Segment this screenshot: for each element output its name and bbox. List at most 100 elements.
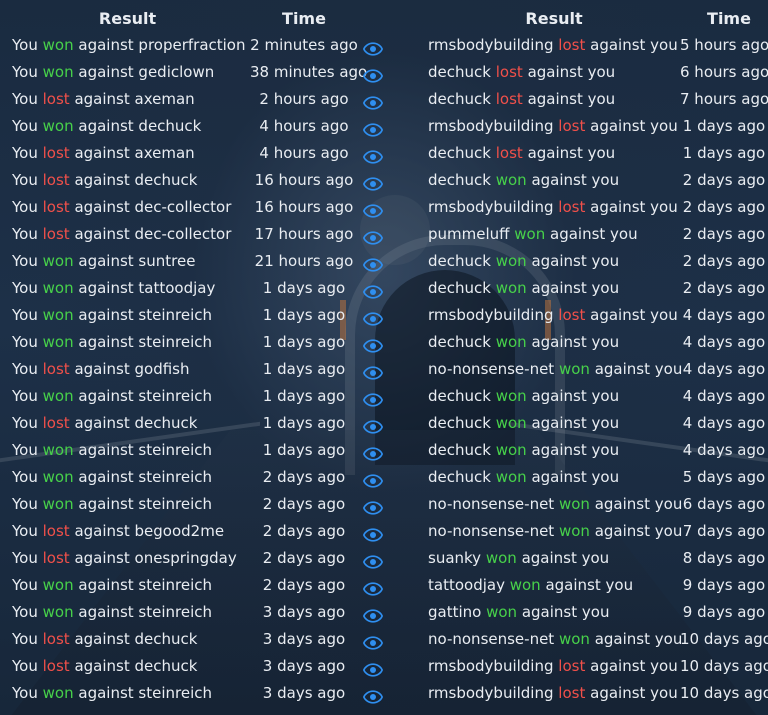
right-result: dechuck won against you [428, 437, 619, 464]
left-opponent: against dechuck [74, 630, 198, 648]
right-outcome: won [495, 333, 527, 351]
left-outcome: lost [42, 90, 70, 108]
right-suffix: against you [531, 252, 620, 270]
left-time: 3 days ago [262, 630, 346, 648]
eye-icon[interactable] [362, 464, 384, 491]
table-row: You won against gediclown 38 minutes ago d… [0, 59, 768, 86]
eye-icon[interactable] [362, 383, 384, 410]
left-outcome: lost [42, 198, 70, 216]
right-suffix: against you [531, 468, 620, 486]
eye-icon[interactable] [362, 32, 384, 59]
table-row: You lost against dechuck 16 hours ago dech… [0, 167, 768, 194]
left-outcome: lost [42, 414, 70, 432]
left-result: You lost against begood2me [12, 518, 224, 545]
eye-icon[interactable] [362, 302, 384, 329]
left-opponent: against tattoodjay [78, 279, 216, 297]
eye-icon[interactable] [362, 329, 384, 356]
table-row: You won against steinreich 1 days ago rmsb… [0, 302, 768, 329]
left-result: You lost against axeman [12, 86, 195, 113]
eye-icon[interactable] [362, 599, 384, 626]
right-outcome: lost [558, 684, 586, 702]
eye-icon[interactable] [362, 437, 384, 464]
right-time: 4 days ago [682, 387, 766, 405]
eye-icon[interactable] [362, 140, 384, 167]
right-time: 2 days ago [682, 225, 766, 243]
right-suffix: against you [594, 495, 683, 513]
left-time: 38 minutes ago [250, 63, 368, 81]
right-player: no-nonsense-net [428, 522, 555, 540]
right-player: no-nonsense-net [428, 495, 555, 513]
table-row: You won against steinreich 2 days ago no-n… [0, 491, 768, 518]
right-suffix: against you [590, 36, 678, 54]
right-suffix: against you [531, 441, 620, 459]
right-result: no-nonsense-net won against you [428, 491, 682, 518]
left-outcome: won [42, 495, 74, 513]
right-outcome: lost [495, 63, 523, 81]
right-outcome: won [485, 549, 517, 567]
right-player: tattoodjay [428, 576, 505, 594]
left-opponent: against dec-collector [74, 198, 232, 216]
eye-icon[interactable] [362, 113, 384, 140]
left-time: 16 hours ago [254, 171, 354, 189]
right-outcome: won [495, 441, 527, 459]
right-time: 2 days ago [682, 198, 766, 216]
table-row: You lost against begood2me 2 days ago no-n… [0, 518, 768, 545]
left-opponent: against steinreich [78, 441, 213, 459]
right-result: dechuck won against you [428, 383, 619, 410]
right-result: no-nonsense-net won against you [428, 356, 682, 383]
right-suffix: against you [590, 306, 678, 324]
table-row: You lost against dechuck 3 days ago rmsbod… [0, 653, 768, 680]
right-outcome: won [495, 252, 527, 270]
right-outcome: won [558, 522, 590, 540]
left-opponent: against dechuck [74, 171, 198, 189]
eye-icon[interactable] [362, 410, 384, 437]
right-outcome: lost [495, 144, 523, 162]
right-player: dechuck [428, 90, 491, 108]
eye-icon[interactable] [362, 680, 384, 707]
left-result: You won against steinreich [12, 383, 212, 410]
right-time: 5 hours ago [680, 36, 768, 54]
right-result: dechuck won against you [428, 248, 619, 275]
left-result: You won against steinreich [12, 329, 212, 356]
eye-icon[interactable] [362, 491, 384, 518]
right-player: pummeluff [428, 225, 510, 243]
eye-icon[interactable] [362, 626, 384, 653]
table-row: You won against steinreich 1 days ago dech… [0, 329, 768, 356]
eye-icon[interactable] [362, 545, 384, 572]
right-suffix: against you [531, 333, 620, 351]
right-result: dechuck won against you [428, 410, 619, 437]
left-outcome: won [42, 576, 74, 594]
left-outcome: lost [42, 522, 70, 540]
left-time: 4 hours ago [259, 144, 349, 162]
left-prefix: You [12, 630, 38, 648]
right-time: 10 days ago [680, 684, 768, 702]
eye-icon[interactable] [362, 356, 384, 383]
right-player: gattino [428, 603, 482, 621]
right-player: rmsbodybuilding [428, 198, 554, 216]
left-prefix: You [12, 657, 38, 675]
eye-icon[interactable] [362, 572, 384, 599]
eye-icon[interactable] [362, 248, 384, 275]
eye-icon[interactable] [362, 275, 384, 302]
eye-icon[interactable] [362, 194, 384, 221]
left-prefix: You [12, 684, 38, 702]
eye-icon[interactable] [362, 86, 384, 113]
right-player: dechuck [428, 279, 491, 297]
eye-icon[interactable] [362, 653, 384, 680]
eye-icon[interactable] [362, 221, 384, 248]
eye-icon[interactable] [362, 518, 384, 545]
left-outcome: won [42, 441, 74, 459]
left-result: You lost against godfish [12, 356, 190, 383]
right-result: pummeluff won against you [428, 221, 638, 248]
eye-icon[interactable] [362, 167, 384, 194]
table-row: You lost against dec-collector 17 hours a… [0, 221, 768, 248]
left-time: 3 days ago [262, 657, 346, 675]
eye-icon[interactable] [362, 59, 384, 86]
right-time: 9 days ago [682, 603, 766, 621]
right-result: dechuck lost against you [428, 86, 615, 113]
left-prefix: You [12, 306, 38, 324]
left-time: 4 hours ago [259, 117, 349, 135]
left-result: You won against tattoodjay [12, 275, 215, 302]
right-result: no-nonsense-net won against you [428, 518, 682, 545]
table-row: You won against dechuck 4 hours ago rmsbod… [0, 113, 768, 140]
